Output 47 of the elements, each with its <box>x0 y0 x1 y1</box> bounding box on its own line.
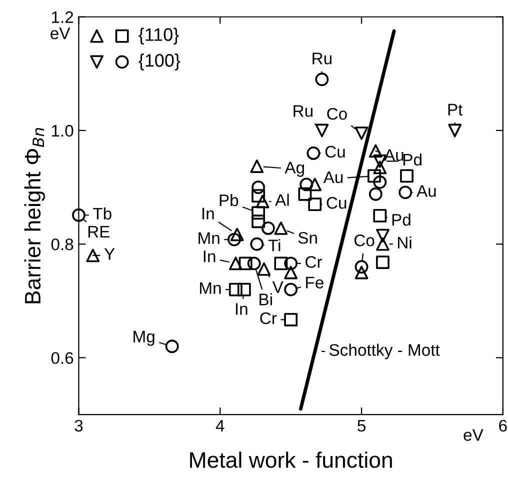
annotation: Tb <box>93 207 112 220</box>
annotation: Co <box>354 234 374 246</box>
annotation: In <box>202 208 214 220</box>
annotation: Mn <box>200 282 221 294</box>
x-tick-label: 6 <box>499 420 507 432</box>
annotation: Pb <box>220 194 238 206</box>
annotation: Ni <box>398 236 412 248</box>
annotation: Ti <box>268 239 280 252</box>
annotation: Cu <box>326 197 346 209</box>
y-tick-label: 0.6 <box>51 352 74 364</box>
y-tick-label: 0.8 <box>51 238 74 250</box>
annotation: Mn <box>198 232 220 244</box>
x-axis-title: Metal work - function <box>190 452 392 468</box>
annotation: Co <box>327 108 347 120</box>
annotation: Al <box>275 194 289 206</box>
annotation: Cu <box>325 146 345 158</box>
annotation: Au <box>384 149 404 161</box>
annotation: Ag <box>284 162 304 177</box>
legend-label: {110} <box>138 28 179 45</box>
annotation: Schottky - Mott <box>330 344 440 360</box>
annotation: Au <box>323 172 343 184</box>
y-axis-title: Barrier height Φ$_{Bn}$ <box>24 128 45 304</box>
annotation: Fe <box>306 276 324 288</box>
annotation: Pt <box>448 104 463 116</box>
x-tick-label: 5 <box>358 420 366 432</box>
annotation: Y <box>104 248 115 260</box>
annotation: Sn <box>298 232 317 244</box>
annotation: Bi <box>260 293 272 306</box>
annotation: Cr <box>306 256 322 268</box>
annotation: Au <box>416 185 436 197</box>
annotation: In <box>204 250 216 262</box>
annotation: Ru <box>294 105 312 117</box>
annotation: V <box>272 281 284 293</box>
annotation: Ru <box>312 52 332 64</box>
text: eV <box>50 28 70 40</box>
annotation: In <box>236 303 248 315</box>
text: eV <box>464 429 484 441</box>
x-tick-label: 3 <box>74 420 83 432</box>
y-tick-label: 1.2 <box>52 11 74 23</box>
annotation: Cr <box>260 312 277 324</box>
annotation: Pd <box>392 213 410 226</box>
legend-label: {100} <box>138 54 180 70</box>
annotation: Mg <box>134 330 154 346</box>
annotation: RE <box>88 226 110 238</box>
x-tick-label: 4 <box>216 420 224 432</box>
y-tick-label: 1.0 <box>52 124 74 137</box>
annotation: Pd <box>403 153 422 166</box>
